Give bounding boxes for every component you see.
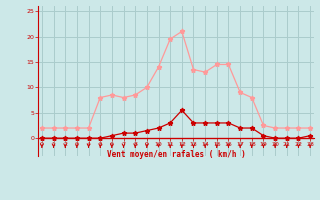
X-axis label: Vent moyen/en rafales ( km/h ): Vent moyen/en rafales ( km/h ) bbox=[107, 150, 245, 159]
